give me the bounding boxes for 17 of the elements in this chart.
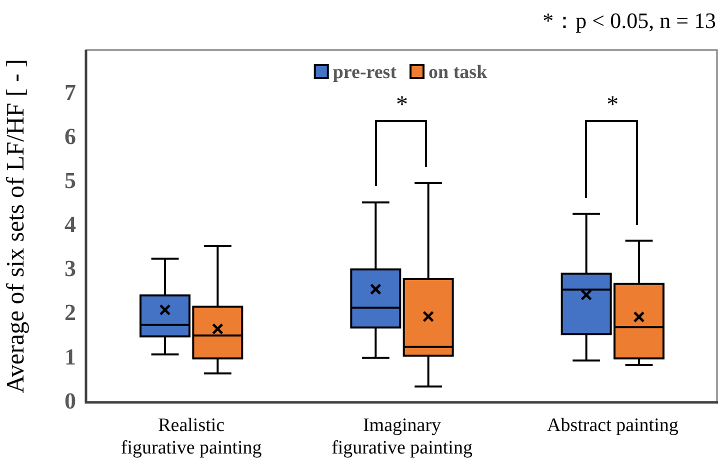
y-axis-title: Average of six sets of LF/HF [ - ]: [2, 59, 30, 394]
legend-label: on task: [428, 62, 488, 83]
y-tick-label: 7: [64, 80, 76, 105]
y-tick-label: 5: [64, 168, 76, 194]
y-tick-label: 4: [64, 212, 76, 238]
y-tick-label: 2: [64, 300, 76, 326]
annotation: *: [606, 92, 620, 118]
x-tick-label: Abstract painting: [546, 414, 679, 436]
x-tick-label: Realistic figurative painting: [120, 414, 262, 459]
x-tick-label: Imaginary figurative painting: [332, 414, 473, 459]
y-tick-label: 0: [64, 388, 76, 414]
y-tick-label: 6: [64, 124, 76, 150]
y-tick-label: 1: [64, 344, 76, 370]
legend-label: pre-rest: [332, 62, 398, 83]
annotation: *: [395, 92, 409, 118]
y-tick-label: 3: [64, 256, 76, 282]
text: *：p < 0.05, n = 13: [542, 8, 716, 33]
